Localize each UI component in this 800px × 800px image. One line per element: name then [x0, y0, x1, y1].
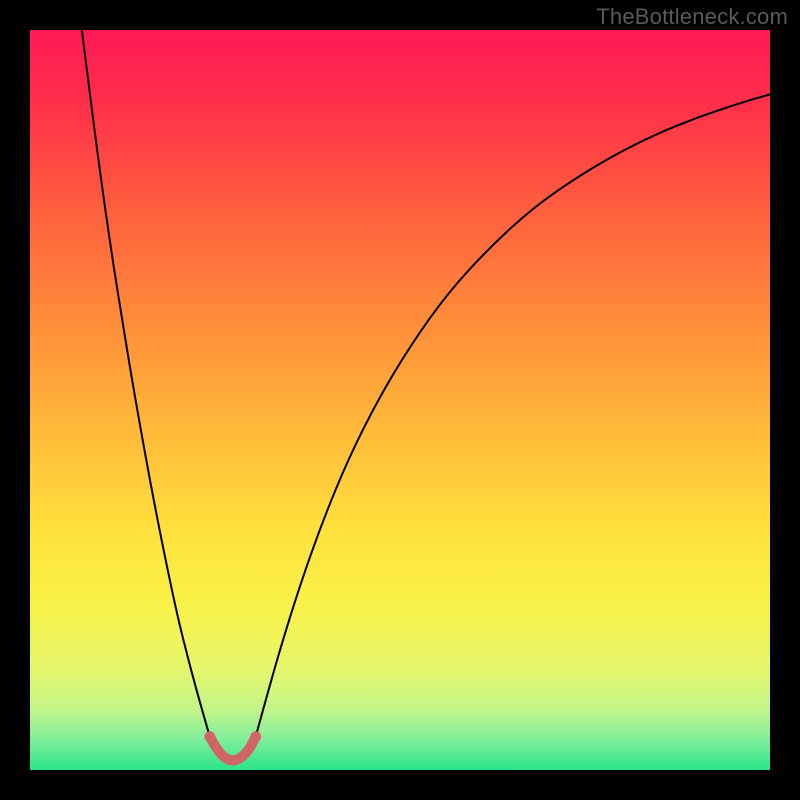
chart-root: TheBottleneck.com [0, 0, 800, 800]
notch-endpoint-1 [250, 731, 261, 742]
watermark-text: TheBottleneck.com [596, 4, 788, 30]
plot-area [30, 30, 770, 770]
gradient-background [30, 30, 770, 770]
notch-endpoint-0 [204, 731, 215, 742]
plot-svg [30, 30, 770, 770]
